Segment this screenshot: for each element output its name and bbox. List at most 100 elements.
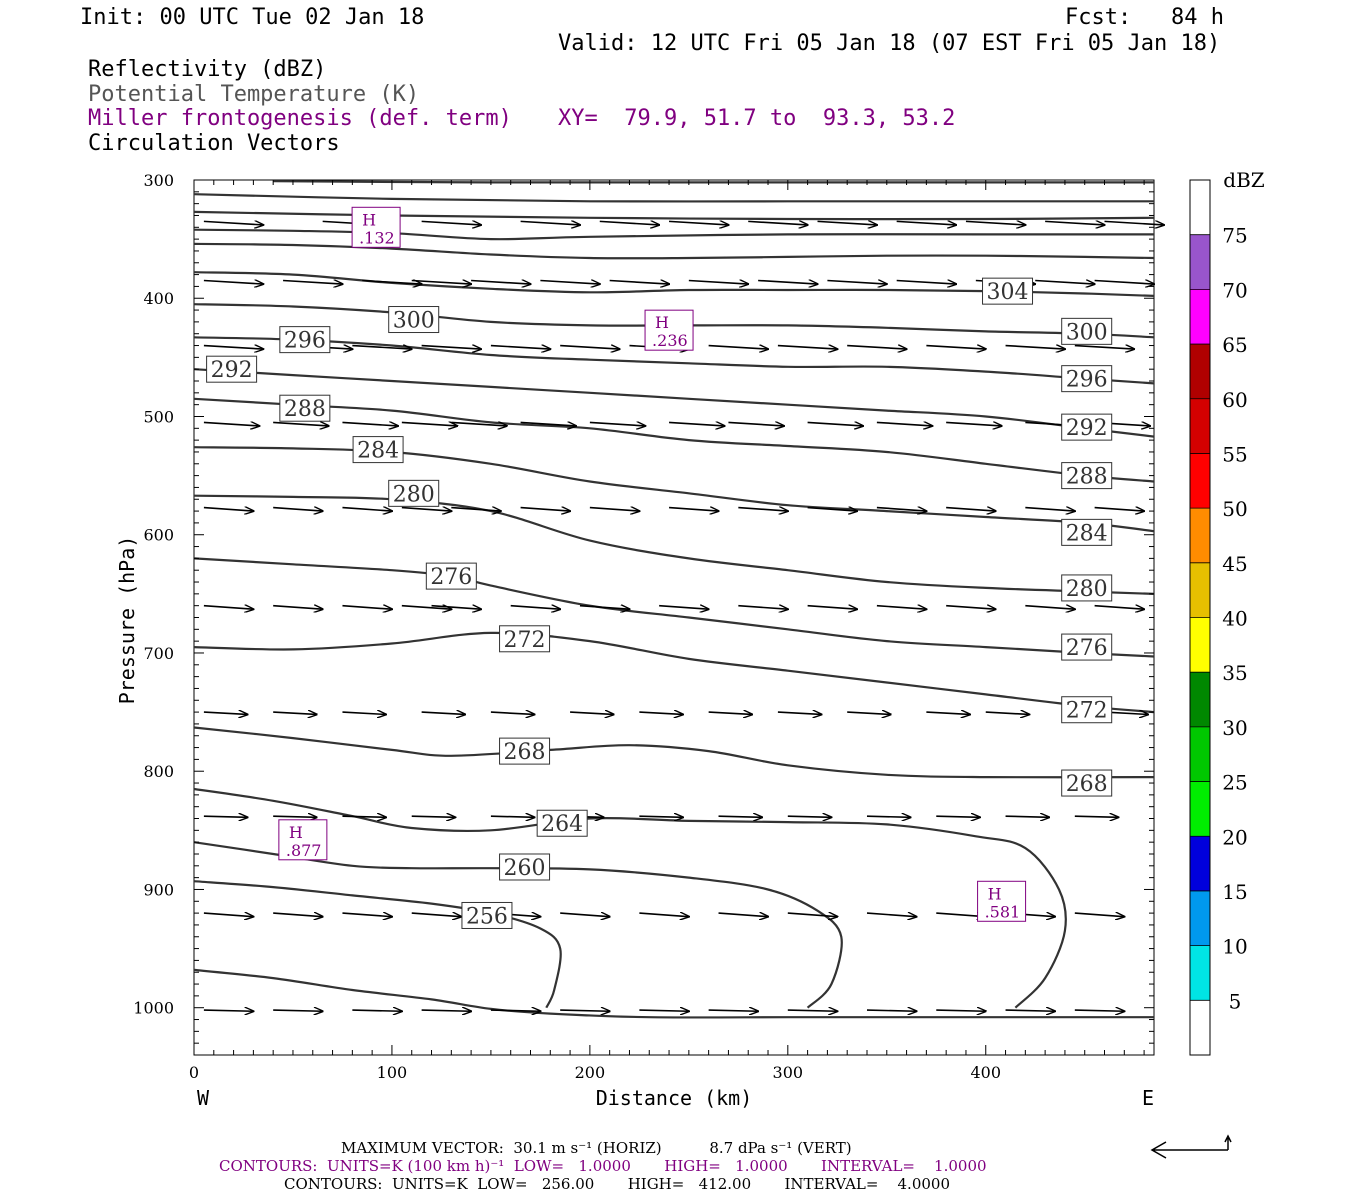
colorbar-label: 60 <box>1222 388 1247 412</box>
circulation-vector <box>352 346 411 350</box>
circulation-vector <box>352 1010 401 1011</box>
circulation-vector <box>1094 606 1144 610</box>
contour-label-box <box>499 853 551 881</box>
colorbar-label: 65 <box>1222 333 1247 357</box>
circulation-vector <box>946 422 1001 426</box>
frontogenesis-max-label: H <box>362 210 376 229</box>
field-circulation-vectors: Circulation Vectors <box>88 131 340 156</box>
contour-label: 288 <box>284 397 326 422</box>
colorbar-swatch <box>1190 344 1210 399</box>
theta-contour-268 <box>193 726 1155 779</box>
colorbar-swatch <box>1190 781 1210 837</box>
circulation-vector <box>926 712 970 714</box>
field-potential-temperature: Potential Temperature (K) <box>88 82 420 107</box>
circulation-vector <box>421 346 481 350</box>
theta-contour-288 <box>193 397 1155 483</box>
frontogenesis-max-label: H <box>655 313 669 332</box>
theta-contour-264 <box>193 787 1067 1009</box>
theta-contours <box>193 180 1155 1019</box>
frontogenesis-max-box <box>278 819 328 861</box>
circulation-vector <box>421 712 466 714</box>
circulation-vector <box>748 221 807 225</box>
circulation-vector <box>451 508 500 512</box>
circulation-vector <box>273 1010 322 1011</box>
contour-label: 296 <box>284 329 326 354</box>
frontogenesis-max-box <box>977 880 1027 922</box>
circulation-vector <box>688 281 748 285</box>
contour-label: 284 <box>1066 521 1108 546</box>
circulation-vector <box>787 1010 837 1011</box>
circulation-vector <box>451 422 506 426</box>
contour-label-box <box>1061 769 1113 797</box>
frontogenesis-max-box <box>351 206 401 248</box>
circulation-vector <box>421 1010 471 1011</box>
contour-label-box <box>206 355 258 383</box>
circulation-vector <box>203 281 263 285</box>
contour-label: 272 <box>1066 699 1108 724</box>
circulation-vector <box>342 712 386 714</box>
circulation-vector <box>708 1010 758 1011</box>
circulation-vector <box>431 606 481 610</box>
theta-contour-272 <box>193 631 1155 714</box>
circulation-vector <box>471 281 530 285</box>
circulation-vector <box>985 712 1030 714</box>
colorbar-swatch <box>1190 234 1210 290</box>
theta-contour-324 <box>273 180 1154 184</box>
circulation-vector <box>560 346 619 350</box>
theta-contour-312 <box>193 228 1154 241</box>
colorbar-label: 5 <box>1229 989 1242 1013</box>
circulation-vector <box>342 816 386 817</box>
frontogenesis-max-value: .236 <box>652 331 688 350</box>
circulation-vector <box>273 816 317 817</box>
circulation-vector <box>946 606 995 610</box>
circulation-vector <box>668 508 718 512</box>
contour-label-box <box>1061 518 1113 546</box>
y-tick-label: 300 <box>143 171 174 190</box>
circulation-vector <box>203 816 248 817</box>
circulation-vector <box>728 422 783 426</box>
circulation-vector <box>203 346 263 350</box>
circulation-vector <box>203 221 263 225</box>
contour-label: 280 <box>393 482 435 507</box>
circulation-vector <box>1025 508 1074 512</box>
theta-contour-280 <box>193 494 1155 595</box>
contour-label-box <box>1061 317 1113 345</box>
circulation-vector <box>847 346 906 350</box>
circulation-vector <box>1005 1010 1055 1011</box>
circulation-vector <box>599 221 659 225</box>
colorbar-swatch <box>1190 398 1210 454</box>
contour-label-box <box>1061 462 1113 490</box>
contour-label: 272 <box>504 628 546 653</box>
circulation-vector <box>896 281 956 285</box>
circulation-vector <box>639 913 688 917</box>
circulation-vector <box>203 1010 253 1011</box>
circulation-vector <box>926 346 985 350</box>
theta-contour-296 <box>193 336 1155 385</box>
circulation-vector <box>1005 346 1065 350</box>
theta-contour-276 <box>193 557 1155 658</box>
colorbar-label: 70 <box>1222 278 1247 302</box>
circulation-vector <box>273 606 322 610</box>
reference-vector-icon <box>1150 1134 1232 1159</box>
field-frontogenesis: Miller frontogenesis (def. term) <box>88 106 512 131</box>
circulation-vector <box>866 913 916 917</box>
y-tick-label: 600 <box>143 526 174 545</box>
valid-time: Valid: 12 UTC Fri 05 Jan 18 (07 EST Fri … <box>558 31 1221 56</box>
colorbar-title: dBZ <box>1223 168 1265 192</box>
circulation-vector <box>560 1010 609 1011</box>
colorbar-swatch <box>1190 289 1210 345</box>
theta-contour-256 <box>193 968 1154 1019</box>
y-tick-label: 900 <box>143 880 174 899</box>
contour-label-box <box>388 479 440 507</box>
contour-label-box <box>499 737 551 765</box>
circulation-vector <box>659 606 708 610</box>
circulation-vector <box>807 606 857 610</box>
contour-label-box <box>1061 365 1113 393</box>
y-tick-label: 800 <box>143 762 174 781</box>
contour-label-box <box>1061 696 1113 724</box>
circulation-vector <box>936 816 980 817</box>
circulation-vector <box>876 606 926 610</box>
colorbar-swatch <box>1190 726 1210 782</box>
x-axis-label: Distance (km) <box>596 1086 753 1110</box>
circulation-vector <box>490 816 535 817</box>
